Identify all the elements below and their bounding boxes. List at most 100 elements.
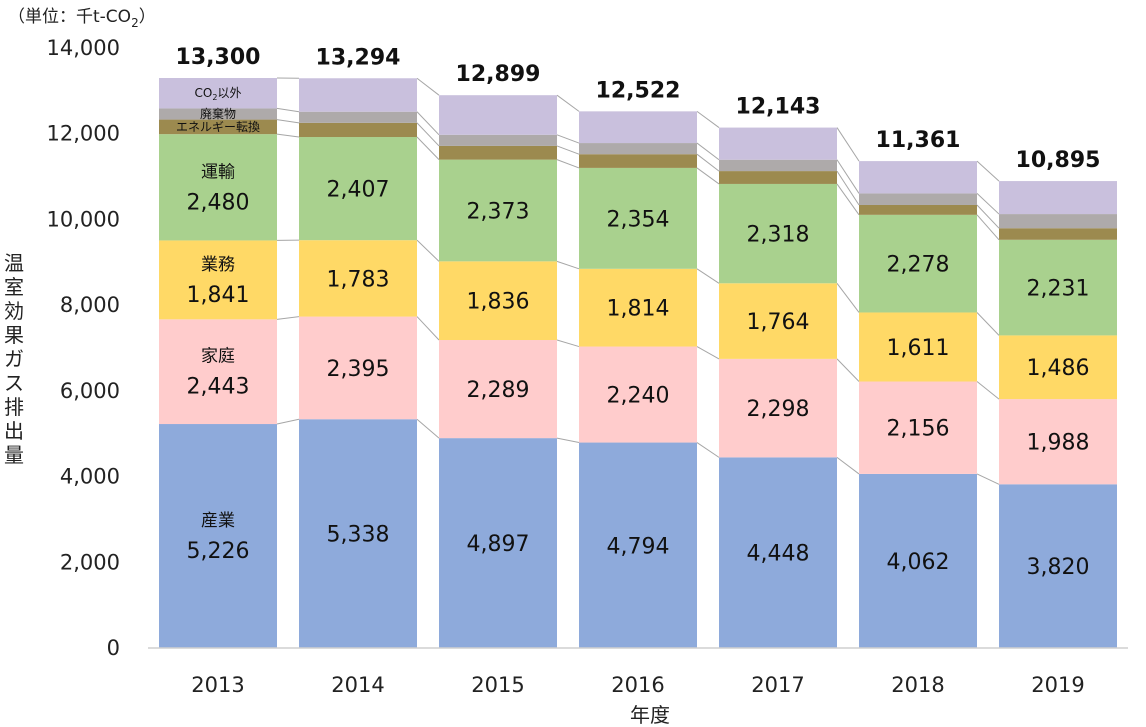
total-label: 13,300 <box>176 45 261 70</box>
series-label: 廃棄物 <box>200 106 236 121</box>
total-label: 12,522 <box>596 78 681 103</box>
bar-segment <box>299 137 417 241</box>
y-axis-title-char: ス <box>4 371 24 395</box>
data-label: 2,443 <box>187 375 250 400</box>
bar-segment <box>999 214 1117 229</box>
connector-line <box>556 437 580 444</box>
total-label: 10,895 <box>1016 148 1101 173</box>
y-tick-label: 0 <box>107 636 120 660</box>
connector-line <box>696 153 720 172</box>
data-label: 2,395 <box>327 357 390 382</box>
connector-line <box>416 136 440 160</box>
y-axis-title-char: 量 <box>4 443 24 467</box>
y-axis-title-char: 排 <box>4 395 24 419</box>
series-label: エネルギー転換 <box>176 120 260 134</box>
connector-line <box>276 418 300 425</box>
bar-segment <box>719 171 837 184</box>
data-label: 2,373 <box>467 199 530 224</box>
total-label: 11,361 <box>876 128 961 153</box>
connector-line <box>836 127 860 162</box>
bar-segment <box>579 143 697 155</box>
data-label: 2,231 <box>1027 277 1090 302</box>
y-axis-ticks: 0 2,000 4,000 6,000 8,000 10,000 12,000 14,000 <box>47 36 120 660</box>
bar-segment <box>159 424 277 648</box>
bar-segment <box>719 283 837 359</box>
bar-segment <box>859 312 977 382</box>
bar-segment <box>859 473 977 648</box>
series-label: 産業 <box>201 511 235 531</box>
bar-segment <box>159 134 277 241</box>
bar-segment <box>579 111 697 144</box>
connector-line <box>416 418 440 439</box>
connector-line <box>836 282 860 313</box>
x-axis-title: 年度 <box>630 703 670 727</box>
y-axis-title-char: 果 <box>4 323 24 347</box>
data-label: 2,318 <box>747 223 810 248</box>
bar-segment <box>299 316 417 420</box>
connector-line <box>556 145 580 155</box>
x-tick-label: 2016 <box>611 673 664 697</box>
data-label: 4,448 <box>747 542 810 567</box>
y-axis-title-char: 効 <box>4 299 24 323</box>
x-tick-label: 2019 <box>1031 673 1084 697</box>
connector-line <box>976 312 1000 336</box>
bar-segment <box>579 167 697 269</box>
bar-segment <box>299 122 417 138</box>
bar-segment <box>999 484 1117 648</box>
x-tick-label: 2018 <box>891 673 944 697</box>
bar-segment <box>299 111 417 123</box>
bar-segment <box>159 78 277 109</box>
bar-segment <box>159 119 277 135</box>
connector-line <box>836 159 860 194</box>
bar-segment <box>159 108 277 120</box>
bar-segment <box>439 134 557 146</box>
bar-segment <box>999 399 1117 485</box>
data-label: 1,611 <box>887 336 950 361</box>
connector-line <box>696 442 720 458</box>
y-tick-label: 2,000 <box>60 550 120 574</box>
data-label: 2,156 <box>887 417 950 442</box>
bar-segment <box>579 268 697 347</box>
connector-line <box>276 316 300 320</box>
bar-segment <box>579 154 697 168</box>
connector-line <box>976 473 1000 485</box>
bar-segment <box>439 340 557 439</box>
connector-line <box>276 107 300 113</box>
data-label: 1,988 <box>1027 431 1090 456</box>
data-label: 2,298 <box>747 397 810 422</box>
data-label: 2,240 <box>607 384 670 409</box>
bar-segment <box>439 438 557 648</box>
data-label: 2,407 <box>327 178 390 203</box>
data-label: 1,836 <box>467 290 530 315</box>
x-tick-label: 2013 <box>191 673 244 697</box>
total-label: 12,899 <box>456 62 541 87</box>
bar-segment <box>719 159 837 172</box>
bar-segment <box>439 145 557 160</box>
bar-segment <box>719 457 837 648</box>
bar-segment <box>859 193 977 205</box>
bar-segment <box>719 127 837 160</box>
bar-segment <box>859 381 977 474</box>
data-label: 4,897 <box>467 532 530 557</box>
connector-line <box>556 339 580 348</box>
connector-line <box>276 119 300 124</box>
series-label: 家庭 <box>201 347 235 367</box>
connector-line <box>696 268 720 284</box>
bar-segment <box>579 346 697 443</box>
total-label: 13,294 <box>316 45 401 70</box>
bar-segment <box>579 442 697 648</box>
connector-line <box>976 214 1000 241</box>
connector-line <box>556 94 580 112</box>
connector-line <box>556 159 580 169</box>
x-tick-label: 2014 <box>331 673 384 697</box>
data-label: 5,338 <box>327 523 390 548</box>
connector-lines <box>276 77 1000 485</box>
data-label: 1,841 <box>187 283 250 308</box>
total-label: 12,143 <box>736 95 821 120</box>
data-label: 1,783 <box>327 267 390 292</box>
y-tick-label: 4,000 <box>60 465 120 489</box>
connector-line <box>976 204 1000 229</box>
connector-line <box>976 193 1000 215</box>
unit-label: （単位：千t-CO2） <box>8 7 156 30</box>
bar-segment <box>299 240 417 317</box>
